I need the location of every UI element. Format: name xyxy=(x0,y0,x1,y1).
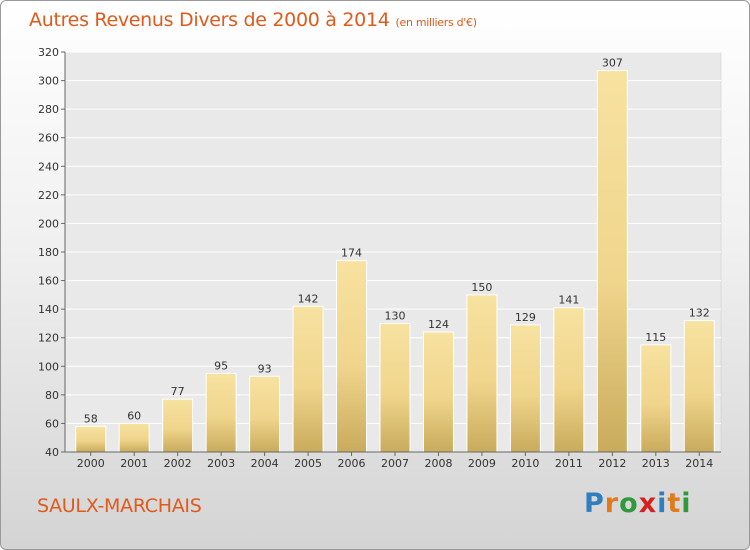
y-tick-label: 100 xyxy=(38,360,59,373)
y-tick-label: 40 xyxy=(45,446,59,459)
bar-2006 xyxy=(336,260,368,453)
logo-letter: o xyxy=(619,488,639,519)
bar-2003 xyxy=(205,372,237,453)
commune-name: SAULX-MARCHAIS xyxy=(37,495,202,517)
bar-2008 xyxy=(422,331,454,453)
x-tick-label: 2008 xyxy=(424,457,452,470)
data-label: 129 xyxy=(515,311,536,324)
x-tick-label: 2005 xyxy=(294,457,322,470)
data-label: 142 xyxy=(298,292,319,305)
y-tick-label: 200 xyxy=(38,217,59,230)
data-label: 95 xyxy=(214,359,228,372)
chart-title: Autres Revenus Divers de 2000 à 2014 (en … xyxy=(29,9,477,31)
y-tick-label: 240 xyxy=(38,160,59,173)
data-label: 60 xyxy=(127,409,141,422)
logo-letter: t xyxy=(667,488,682,519)
x-tick-label: 2010 xyxy=(511,457,539,470)
logo-letter: r xyxy=(604,488,620,519)
bar-2010 xyxy=(509,324,541,453)
x-tick-label: 2009 xyxy=(468,457,496,470)
data-label: 58 xyxy=(84,412,98,425)
bar-2004 xyxy=(249,375,281,453)
bar-2013 xyxy=(640,344,672,453)
logo-letter: i xyxy=(657,488,668,519)
x-tick-label: 2002 xyxy=(164,457,192,470)
x-tick-label: 2007 xyxy=(381,457,409,470)
y-tick-label: 300 xyxy=(38,75,59,88)
data-label: 141 xyxy=(558,294,579,307)
y-tick-label: 120 xyxy=(38,332,59,345)
y-axis-ticks: 40 60 80 100 120 140 160 180 200 220 240 260 280 300 3… xyxy=(38,46,66,459)
bar-2007 xyxy=(379,322,411,453)
logo-letter: P xyxy=(584,488,605,519)
bar-2002 xyxy=(162,398,194,453)
data-label: 77 xyxy=(171,385,185,398)
chart-title-text: Autres Revenus Divers de 2000 à 2014 xyxy=(29,9,390,31)
y-tick-label: 280 xyxy=(38,103,59,116)
x-tick-label: 2000 xyxy=(77,457,105,470)
logo-letter: x xyxy=(638,488,658,519)
x-axis-ticks: 2000 2001 2002 2003 2004 2005 2006 2007 2008 2009… xyxy=(65,451,721,470)
logo-letter: i xyxy=(681,488,692,519)
bar-2001 xyxy=(118,422,150,453)
x-tick-label: 2013 xyxy=(642,457,670,470)
bar-2011 xyxy=(553,307,585,453)
data-label: 174 xyxy=(341,247,362,260)
data-label: 124 xyxy=(428,318,449,331)
x-tick-label: 2011 xyxy=(555,457,583,470)
data-label: 115 xyxy=(645,331,666,344)
data-label: 130 xyxy=(385,309,406,322)
x-tick-label: 2004 xyxy=(251,457,279,470)
y-tick-label: 260 xyxy=(38,132,59,145)
y-tick-label: 140 xyxy=(38,303,59,316)
data-label: 150 xyxy=(471,281,492,294)
x-tick-label: 2006 xyxy=(338,457,366,470)
data-label: 307 xyxy=(602,57,623,70)
bar-2005 xyxy=(292,305,324,453)
x-tick-label: 2001 xyxy=(120,457,148,470)
y-tick-label: 160 xyxy=(38,275,59,288)
x-tick-label: 2012 xyxy=(598,457,626,470)
bar-2009 xyxy=(466,294,498,453)
y-tick-label: 320 xyxy=(38,46,59,59)
y-tick-label: 60 xyxy=(45,417,59,430)
chart-unit-note: (en milliers d'€) xyxy=(395,16,477,29)
data-label: 93 xyxy=(258,362,272,375)
bar-2014 xyxy=(683,320,715,453)
bar-2012 xyxy=(596,70,628,453)
y-tick-label: 80 xyxy=(45,389,59,402)
x-tick-label: 2003 xyxy=(207,457,235,470)
y-tick-label: 220 xyxy=(38,189,59,202)
data-label: 132 xyxy=(689,307,710,320)
proxiti-logo: Proxiti xyxy=(584,488,692,519)
bars: 58 60 77 95 93 142 174 130 124 150 129 141 307 115 132 xyxy=(75,57,715,453)
bar-2000 xyxy=(75,425,107,453)
y-tick-label: 180 xyxy=(38,246,59,259)
x-tick-label: 2014 xyxy=(685,457,713,470)
